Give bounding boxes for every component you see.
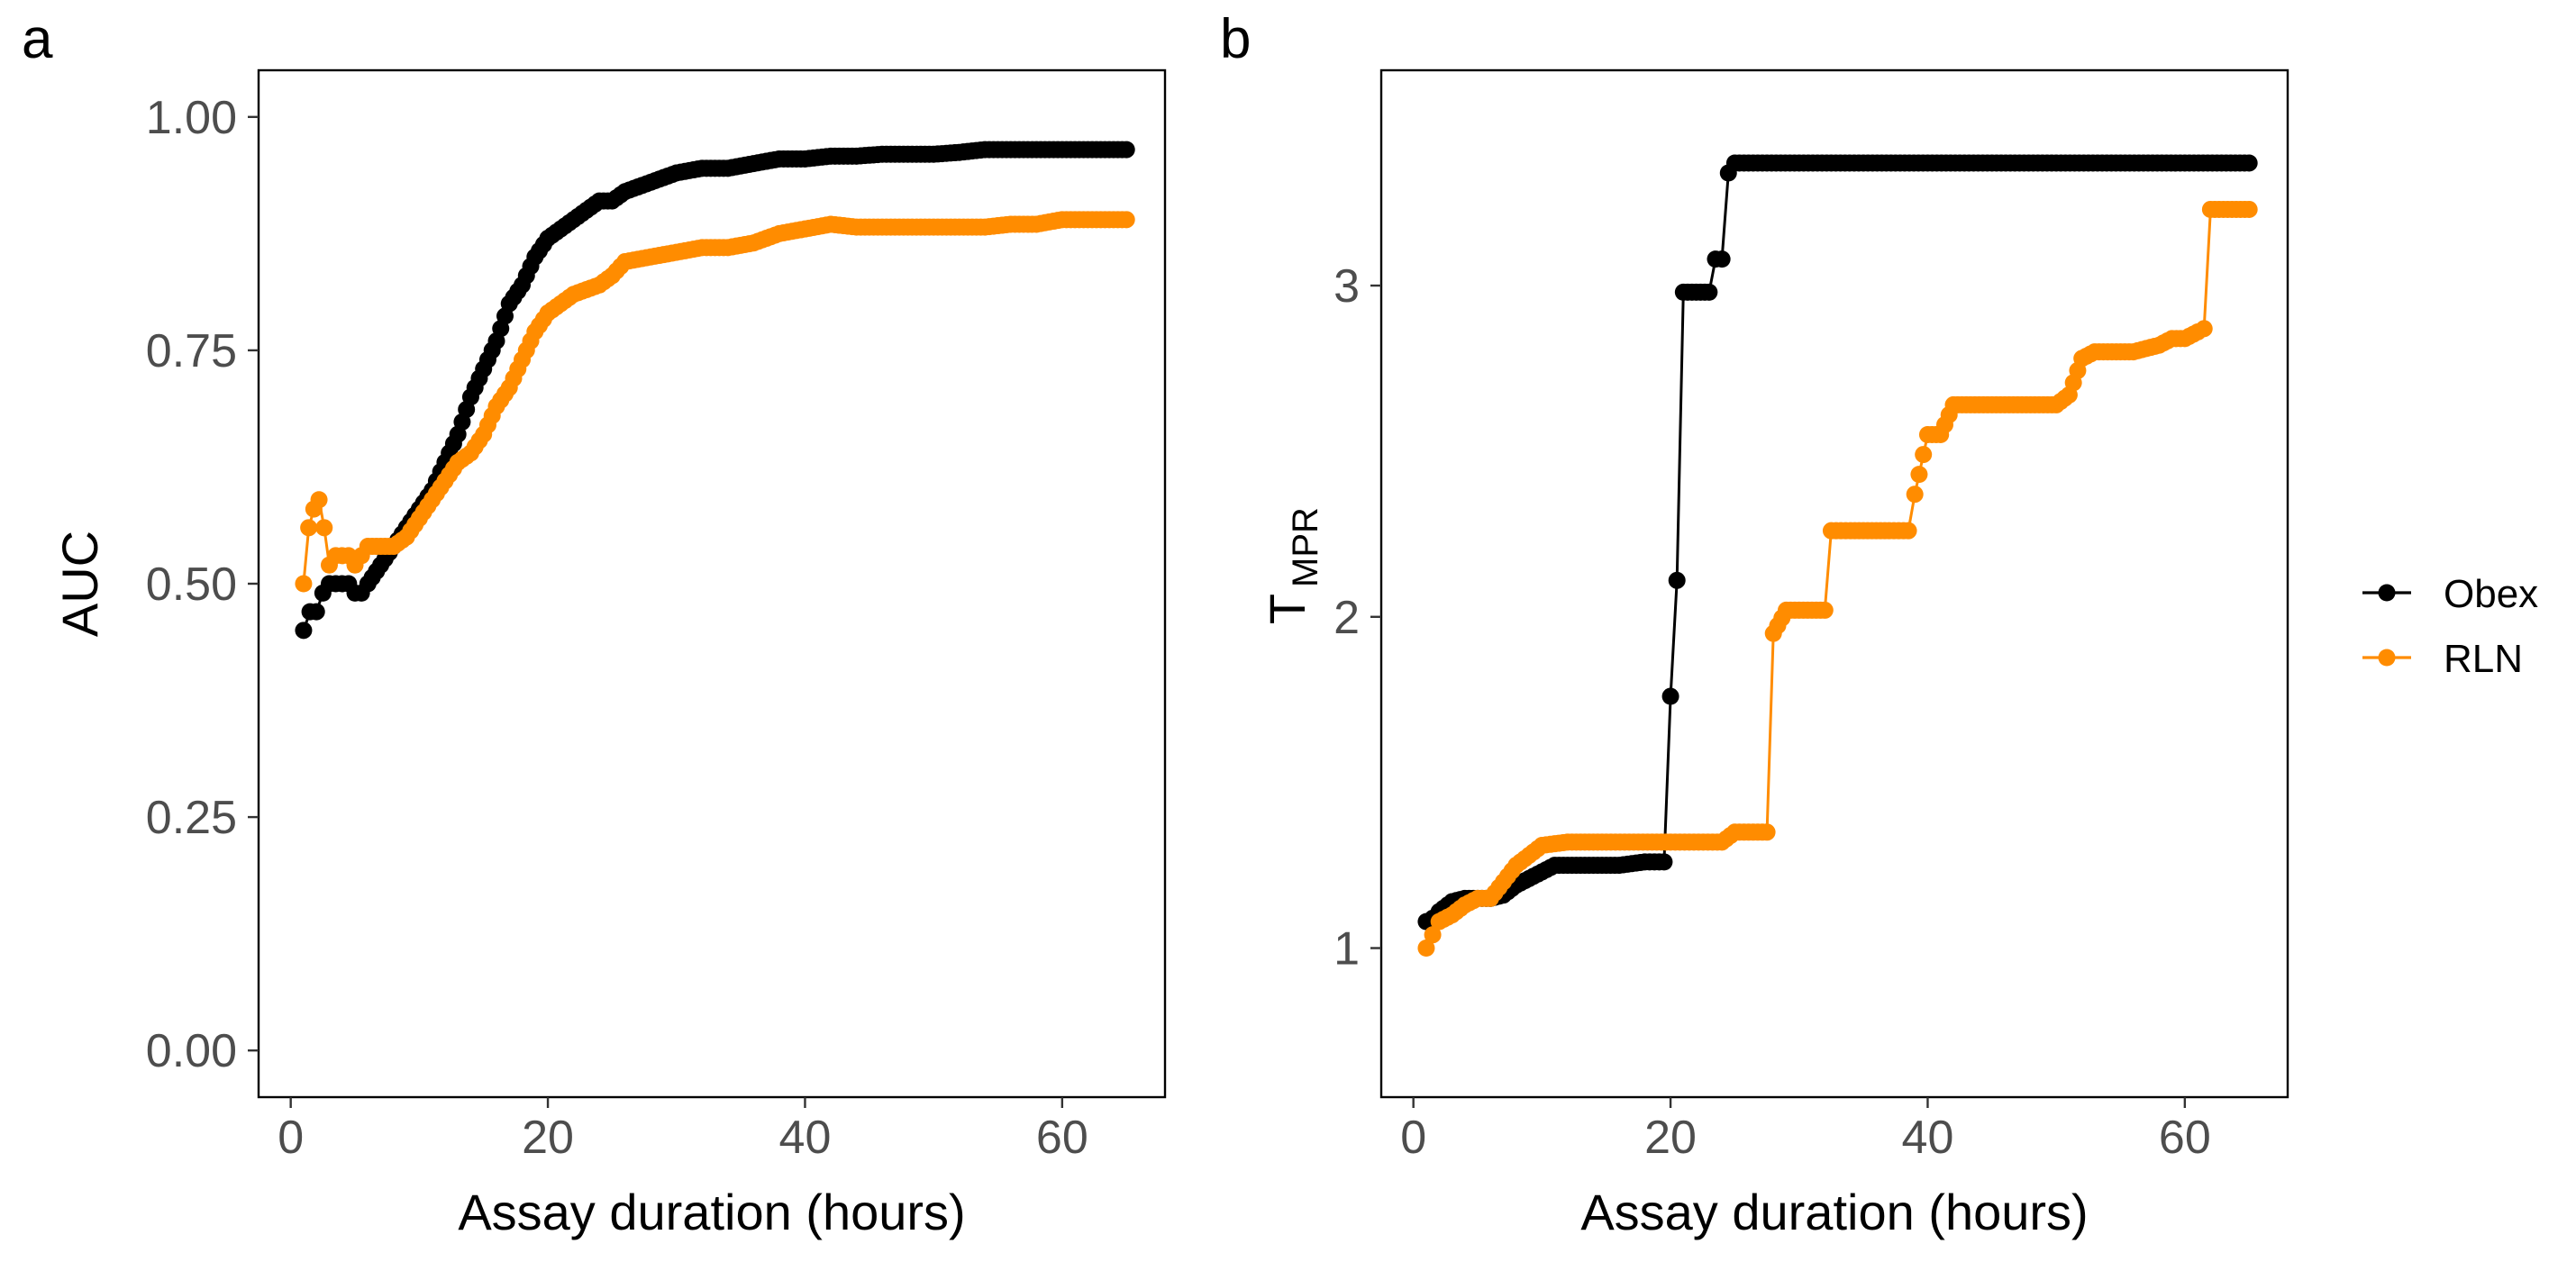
panel-a-rln-point — [300, 519, 318, 537]
panel-a-x-tick-label: 20 — [522, 1112, 574, 1164]
panel-b-x-tick-label: 20 — [1644, 1112, 1697, 1164]
panel-b-plot-frame — [1379, 68, 2289, 1099]
panel-a-series — [295, 141, 1135, 640]
panel-a-obex-point — [307, 603, 325, 621]
legend-item-obex: Obex — [2362, 572, 2538, 616]
panel-a-x-tick-label: 60 — [1036, 1112, 1088, 1164]
panel-a-obex-point — [1117, 141, 1135, 159]
panel-a-y-tick-label: 0.75 — [146, 325, 237, 377]
panel-b-y-axis-title-group: T MPR — [1259, 507, 1325, 624]
panel-b-series — [1417, 154, 2258, 958]
legend-obex-marker — [2378, 584, 2396, 602]
panel-a-x-tick-label: 40 — [779, 1112, 832, 1164]
panel-b-y-tick-label: 3 — [1334, 260, 1360, 313]
panel-b-x-tick-label: 0 — [1400, 1112, 1426, 1164]
panel-b-axes: 0 20 40 60 1 2 3 — [1334, 260, 2211, 1164]
panel-b: b 0 20 40 60 1 2 3 Assay duration (hours) T MP… — [1220, 8, 2289, 1240]
panel-b-obex-point — [2240, 154, 2258, 172]
panel-b-y-axis-subscript: MPR — [1286, 507, 1325, 587]
panel-b-rln-point — [1816, 601, 1834, 619]
legend-rln-label: RLN — [2444, 637, 2523, 681]
panel-b-x-axis-title: Assay duration (hours) — [1580, 1184, 2088, 1240]
panel-b-rln-point — [2195, 320, 2213, 338]
panel-a-rln-point — [1117, 211, 1135, 229]
panel-b-rln-point — [1910, 466, 1928, 484]
panel-a-y-axis-title: AUC — [51, 531, 108, 637]
panel-b-rln-point — [2240, 200, 2258, 218]
panel-a-axes: 0 20 40 60 0.00 0.25 0.50 0.75 1.00 — [146, 92, 1088, 1164]
panel-a-obex-point — [295, 622, 313, 640]
panel-b-rln-point — [1915, 446, 1933, 464]
panel-a-y-tick-label: 1.00 — [146, 92, 237, 144]
panel-b-rln-point — [1424, 926, 1442, 944]
panel-b-obex-point — [1713, 250, 1731, 268]
panel-b-obex-point — [1661, 687, 1679, 705]
panel-a: a 0 20 40 60 0.00 0.25 0.50 0.75 1.00 Assay dura… — [22, 8, 1167, 1240]
panel-a-x-tick-label: 0 — [278, 1112, 304, 1164]
panel-b-rln-point — [1417, 940, 1435, 958]
panel-b-series-obex-line — [1425, 161, 2250, 923]
panel-a-letter: a — [22, 8, 53, 70]
panel-b-y-axis-title: T — [1259, 594, 1315, 624]
panel-b-rln-point — [1899, 522, 1917, 540]
legend-obex-label: Obex — [2444, 572, 2538, 616]
panel-a-y-tick-label: 0.50 — [146, 558, 237, 611]
panel-a-series-rln-line — [302, 218, 1127, 585]
panel-b-x-tick-label: 40 — [1902, 1112, 1954, 1164]
legend: Obex RLN — [2362, 572, 2538, 681]
panel-a-rln-point — [310, 491, 328, 509]
legend-item-rln: RLN — [2362, 637, 2523, 681]
panel-a-rln-point — [295, 575, 313, 593]
panel-b-obex-point — [1668, 571, 1686, 589]
panel-a-y-tick-label: 0.25 — [146, 792, 237, 844]
panel-a-y-tick-label: 0.00 — [146, 1025, 237, 1077]
panel-b-obex-point — [1700, 283, 1718, 301]
panel-a-rln-point — [315, 519, 333, 537]
panel-b-y-tick-label: 2 — [1334, 592, 1360, 644]
panel-b-obex-point — [1655, 853, 1673, 871]
panel-b-rln-point — [1758, 823, 1776, 841]
panel-b-letter: b — [1220, 8, 1251, 70]
legend-rln-marker — [2378, 649, 2396, 667]
panel-a-x-axis-title: Assay duration (hours) — [458, 1184, 965, 1240]
panel-b-x-tick-label: 60 — [2159, 1112, 2211, 1164]
panel-b-y-tick-label: 1 — [1334, 923, 1360, 976]
panel-b-rln-point — [1906, 486, 1924, 504]
